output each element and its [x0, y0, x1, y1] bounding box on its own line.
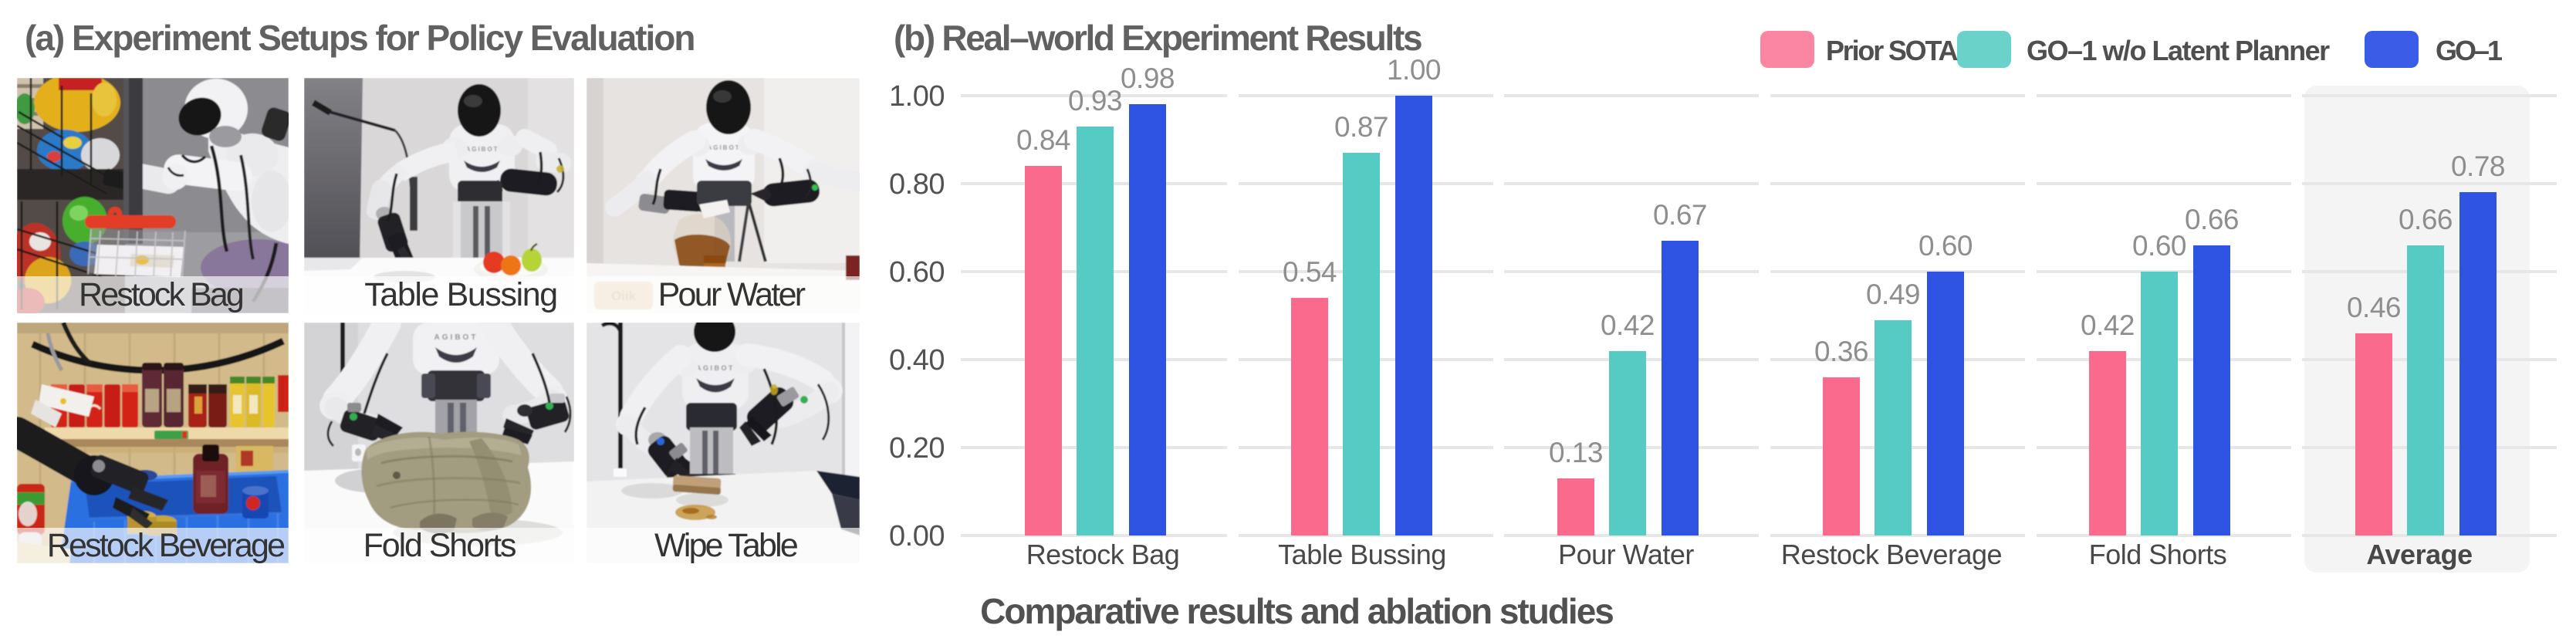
- svg-text:AGIBOT: AGIBOT: [696, 364, 735, 372]
- svg-text:AGIBOT: AGIBOT: [465, 146, 499, 153]
- svg-text:AGIBOT: AGIBOT: [434, 333, 478, 342]
- svg-text:AGIBOT: AGIBOT: [707, 144, 740, 151]
